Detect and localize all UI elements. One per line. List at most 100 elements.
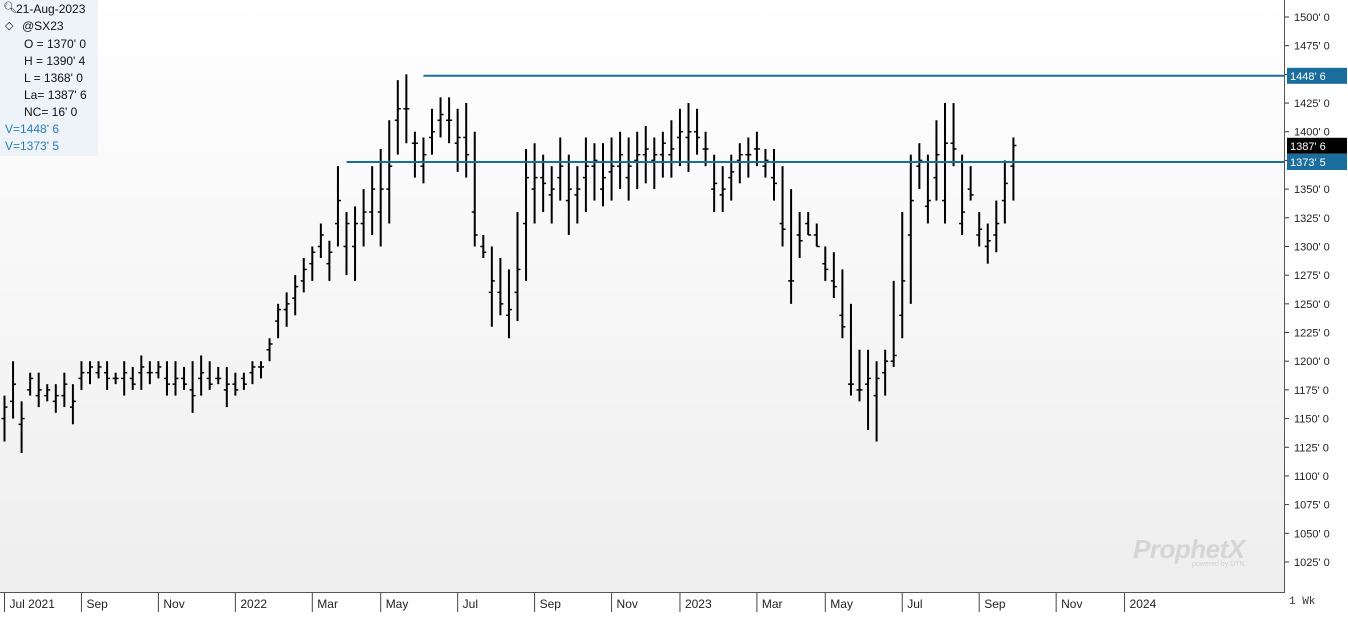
ohlc-bar — [369, 166, 376, 235]
ohlc-bar — [1, 395, 8, 442]
y-tick-label: 1350' 0 — [1294, 184, 1330, 196]
ohlc-bar — [471, 131, 478, 247]
x-tick-label: Sep — [540, 597, 562, 611]
level-label-box — [1287, 67, 1347, 84]
x-tick-label: 2024 — [1130, 597, 1157, 611]
ohlc-bar — [198, 355, 205, 396]
ohlc-bar — [480, 235, 487, 258]
ohlc-bar — [617, 131, 624, 190]
ohlc-bar — [557, 137, 564, 201]
prophetx-logo: ProphetX — [1133, 534, 1245, 564]
ohlc-bar — [44, 384, 51, 402]
ohlc-bar — [172, 361, 179, 396]
ohlc-bar — [377, 148, 384, 247]
ohlc-bar — [163, 361, 170, 396]
ohlc-bar — [574, 166, 581, 224]
legend-symbol: @SX23 — [22, 19, 64, 33]
level-label: 1373' 5 — [1290, 157, 1326, 169]
ohlc-bar — [146, 361, 153, 385]
ohlc-bar — [916, 143, 923, 190]
ohlc-bar — [463, 103, 470, 178]
ohlc-bar — [976, 212, 983, 247]
ohlc-bar — [334, 166, 341, 247]
diamond-icon: ◇ — [5, 20, 14, 32]
ohlc-bar — [788, 189, 795, 304]
ohlc-bar — [865, 349, 872, 431]
y-tick-label: 1425' 0 — [1294, 98, 1330, 110]
ohlc-bar — [61, 372, 68, 408]
ohlc-bar — [591, 143, 598, 201]
ohlc-bar — [796, 212, 803, 258]
ohlc-bar — [582, 137, 589, 213]
y-tick-label: 1125' 0 — [1294, 442, 1329, 454]
ohlc-bar — [933, 120, 940, 201]
y-tick-label: 1150' 0 — [1294, 414, 1329, 426]
x-axis[interactable]: Jul 2021 Sep Nov 2022 Mar May Jul Sep Nov 2023 Mar… — [0, 593, 1284, 612]
ohlc-bar — [600, 143, 606, 207]
ohlc-bar — [753, 131, 760, 167]
legend-date: 21-Aug-2023 — [16, 2, 86, 16]
ohlc-bar — [317, 223, 324, 258]
ohlc-bar — [565, 154, 572, 235]
y-tick-label: 1250' 0 — [1294, 299, 1330, 311]
ohlc-bar — [446, 97, 453, 144]
y-tick-label: 1175' 0 — [1294, 385, 1329, 397]
ohlc-bar — [283, 292, 290, 327]
legend-last: La= 1387' 6 — [24, 88, 87, 102]
ohlc-bar — [129, 366, 136, 390]
ohlc-bar — [352, 206, 359, 281]
x-tick-label: May — [386, 597, 409, 611]
ohlc-bar — [181, 366, 188, 390]
ohlc-bar — [249, 361, 256, 385]
level-label: 1448' 6 — [1290, 71, 1326, 83]
legend-high: H = 1390' 4 — [24, 54, 86, 68]
ohlc-bar — [411, 131, 418, 178]
ohlc-bar — [360, 189, 367, 247]
x-tick-label: 2022 — [240, 597, 267, 611]
ohlc-bar — [942, 103, 948, 224]
y-tick-label: 1325' 0 — [1294, 213, 1330, 225]
y-tick-label: 1200' 0 — [1294, 356, 1330, 368]
ohlc-bar — [651, 137, 658, 190]
x-tick-label: Mar — [762, 597, 783, 611]
ohlc-bar — [27, 372, 34, 396]
x-tick-label: Jul 2021 — [10, 597, 56, 611]
ohlc-bar — [659, 131, 666, 178]
ohlc-bar — [771, 148, 777, 201]
ohlc-bar — [258, 361, 264, 379]
ohlc-bar — [215, 366, 222, 385]
ohlc-bar — [745, 137, 752, 178]
ohlc-bar — [950, 103, 957, 167]
ohlc-bar — [608, 137, 615, 201]
ohlc-bar — [813, 223, 820, 248]
ohlc-bar — [967, 166, 974, 201]
ohlc-bar — [292, 275, 299, 316]
ohlc-bar — [69, 384, 76, 425]
y-tick-label: 1025' 0 — [1294, 557, 1330, 569]
ohlc-bar — [52, 384, 59, 413]
ohlc-bar — [685, 103, 692, 172]
period-selector[interactable]: 1 Wk — [1285, 593, 1348, 612]
period-label: 1 Wk — [1289, 596, 1316, 608]
ohlc-bar — [300, 257, 307, 293]
ohlc-bar — [984, 223, 991, 264]
ohlc-bar — [959, 154, 966, 235]
y-tick-label: 1050' 0 — [1294, 528, 1330, 540]
ohlc-bar — [10, 361, 17, 419]
plot-area[interactable] — [0, 0, 1285, 593]
ohlc-bar — [18, 401, 25, 453]
ohlc-bar — [429, 108, 435, 155]
ohlc-bar — [873, 361, 880, 442]
ohlc-bar — [266, 338, 273, 362]
ohlc-bar — [138, 355, 145, 390]
ohlc-bar — [223, 366, 230, 408]
x-tick-label: 2023 — [685, 597, 712, 611]
x-tick-label: Nov — [163, 597, 184, 611]
ohlc-bar — [87, 361, 93, 385]
ohlc-bar — [993, 200, 1000, 253]
magnifier-icon[interactable]: 🔍︎ — [3, 2, 17, 14]
y-tick-label: 1275' 0 — [1294, 270, 1330, 282]
